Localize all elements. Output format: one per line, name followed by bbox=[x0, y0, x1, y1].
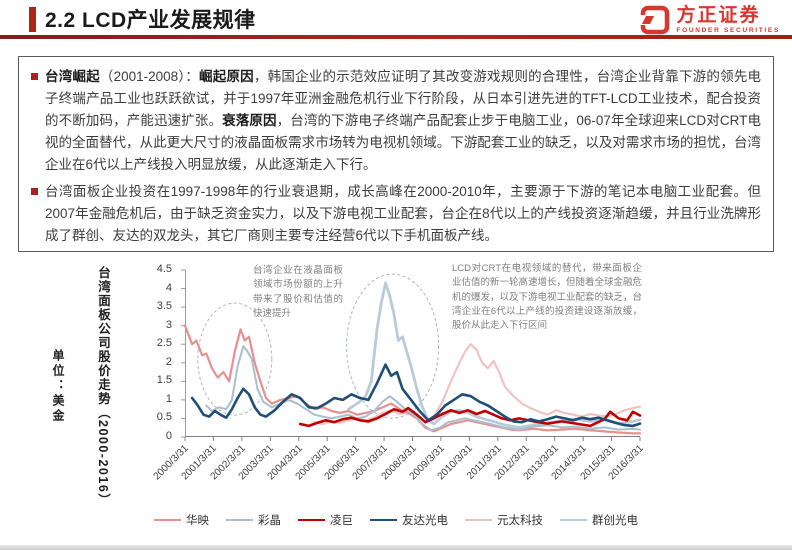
bullet-item: 台湾崛起（2001-2008）：崛起原因，韩国企业的示范效应证明了其改变游戏规则… bbox=[31, 66, 761, 176]
legend-line-swatch bbox=[154, 519, 181, 521]
legend-item: 群创光电 bbox=[560, 512, 638, 528]
y-axis-tick-label: 4.5 bbox=[156, 263, 172, 275]
logo-brand-text: 方正证券 bbox=[676, 4, 761, 26]
bullet-text: 台湾面板企业投资在1997-1998年的行业衰退期，成长高峰在2000-2010… bbox=[45, 184, 761, 243]
logo-sub-text: FOUNDER SECURITIES bbox=[676, 26, 780, 34]
bullet-list: 台湾崛起（2001-2008）：崛起原因，韩国企业的示范效应证明了其改变游戏规则… bbox=[31, 66, 761, 247]
bullet-marker-icon bbox=[31, 188, 38, 195]
highlight-ellipse bbox=[197, 302, 273, 416]
y-axis-tick-label: 2.5 bbox=[156, 337, 172, 350]
legend-line-swatch bbox=[226, 519, 253, 521]
y-axis-tick-label: 3.5 bbox=[156, 300, 172, 313]
bullet-item: 台湾面板企业投资在1997-1998年的行业衰退期，成长高峰在2000-2010… bbox=[31, 181, 761, 247]
bullet-text: 台湾崛起（2001-2008）：崛起原因，韩国企业的示范效应证明了其改变游戏规则… bbox=[45, 69, 762, 172]
title-divider bbox=[0, 35, 792, 39]
legend-line-swatch bbox=[560, 518, 587, 522]
legend-label: 凌巨 bbox=[330, 515, 353, 527]
legend-item: 元太科技 bbox=[465, 512, 543, 528]
highlight-ellipse bbox=[346, 273, 440, 419]
legend-item: 彩晶 bbox=[226, 512, 281, 528]
legend-label: 元太科技 bbox=[497, 515, 543, 527]
legend-item: 华映 bbox=[154, 512, 209, 528]
founder-logo-icon bbox=[640, 5, 670, 35]
title-accent-bar bbox=[29, 7, 36, 32]
series-line-5 bbox=[347, 281, 642, 429]
legend-line-swatch bbox=[298, 519, 325, 521]
slide-bottom-edge bbox=[0, 545, 792, 550]
legend-label: 华映 bbox=[186, 515, 209, 527]
y-axis-tick-label: 1.5 bbox=[156, 374, 172, 387]
summary-text-box: 台湾崛起（2001-2008）：崛起原因，韩国企业的示范效应证明了其改变游戏规则… bbox=[18, 56, 774, 252]
legend-label: 群创光电 bbox=[592, 515, 638, 527]
y-axis-tick-label: 1 bbox=[165, 392, 172, 405]
chart-legend: 华映 彩晶 凌巨 友达光电 元太科技 群创光电 bbox=[0, 512, 792, 528]
legend-label: 友达光电 bbox=[402, 515, 448, 527]
series-line-2 bbox=[298, 406, 642, 428]
series-line-1 bbox=[205, 345, 641, 432]
company-logo: 方正证券 FOUNDER SECURITIES bbox=[640, 5, 780, 35]
page-title: 2.2 LCD产业发展规律 bbox=[45, 9, 256, 32]
y-axis-tick-label: 3 bbox=[165, 318, 172, 331]
plot-area bbox=[181, 269, 642, 441]
legend-line-swatch bbox=[465, 519, 492, 521]
stock-price-chart: 单位：美金 台湾面板公司股价走势（2000-2016） 0 0.5 1 1.5 2 2.5… bbox=[0, 254, 792, 550]
series-line-4 bbox=[313, 343, 642, 426]
bullet-marker-icon bbox=[31, 73, 38, 80]
legend-item: 凌巨 bbox=[298, 512, 353, 528]
y-axis-labels: 0 0.5 1 1.5 2 2.5 3 3.5 4 4.5 bbox=[140, 254, 178, 454]
chart-vertical-title: 台湾面板公司股价走势（2000-2016） bbox=[96, 266, 110, 508]
y-axis-tick-label: 4 bbox=[165, 281, 172, 294]
legend-line-swatch bbox=[370, 519, 397, 521]
y-axis-tick-label: 0 bbox=[165, 430, 172, 442]
y-axis-tick-label: 0.5 bbox=[156, 411, 172, 424]
y-axis-tick-label: 2 bbox=[165, 355, 172, 368]
series-line-3 bbox=[190, 363, 642, 428]
chart-annotation-decline: LCD对CRT在电视领域的替代，带来面板企业估值的新一轮高速增长，但随着全球金融… bbox=[452, 263, 643, 331]
legend-item: 友达光电 bbox=[370, 512, 448, 528]
series-line-0 bbox=[183, 324, 642, 435]
legend-label: 彩晶 bbox=[258, 515, 281, 527]
chart-annotation-rise: 台湾企业在液晶面板领域市场份额的上升带来了股价和估值的快速提升 bbox=[253, 265, 343, 319]
chart-unit-label: 单位：美金 bbox=[51, 349, 65, 424]
